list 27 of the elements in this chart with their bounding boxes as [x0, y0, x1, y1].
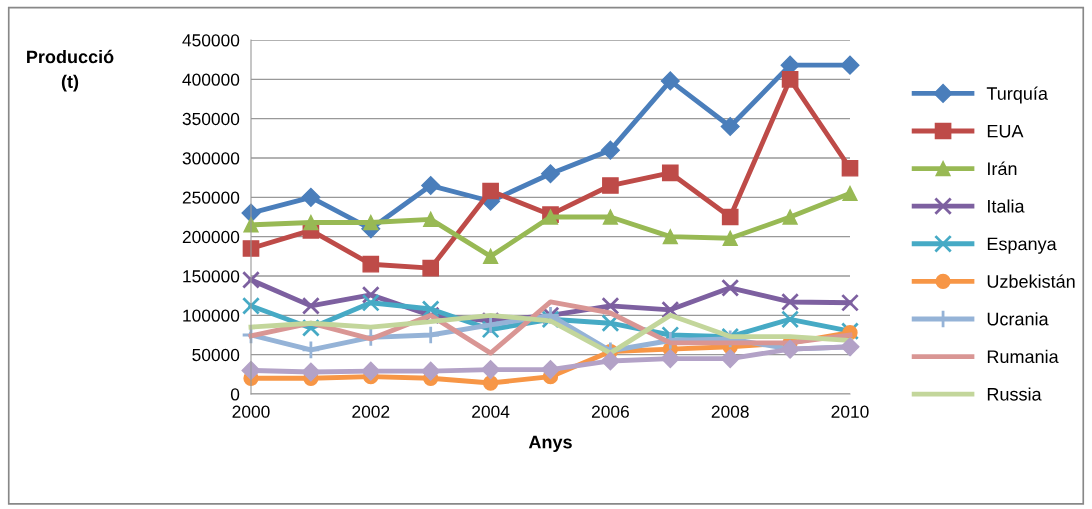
- y-tick-label: 350000: [182, 112, 240, 126]
- x-tick-label: 2010: [831, 405, 869, 418]
- y-tick-label: 300000: [182, 152, 240, 165]
- legend-label: Ucrania: [987, 312, 1049, 326]
- y-tick-label: 250000: [182, 191, 240, 204]
- legend-label: EUA: [987, 124, 1024, 138]
- y-tick-label: 150000: [183, 270, 240, 283]
- y-tick-label: 200000: [182, 230, 240, 244]
- legend-label: Uzbekistán: [987, 274, 1075, 288]
- legend-label: Rumania: [987, 349, 1059, 364]
- legend-label: Turquía: [986, 86, 1048, 104]
- x-tick-label: 2004: [472, 405, 510, 418]
- y-axis-title: Producció (t): [27, 49, 114, 92]
- legend-label: Italia: [988, 199, 1025, 213]
- x-tick-label: 2000: [232, 405, 270, 418]
- y-tick-label: 0: [230, 388, 240, 401]
- legend-label: Russia: [987, 387, 1042, 401]
- y-tick-label: 100000: [183, 309, 240, 322]
- x-tick-label: 2008: [711, 405, 749, 418]
- x-tick-label: 2006: [591, 405, 629, 418]
- y-tick-label: 400000: [182, 73, 240, 86]
- y-tick-label: 50000: [192, 348, 240, 362]
- x-axis-title: Anys: [528, 435, 572, 453]
- x-tick-label: 2002: [352, 405, 390, 418]
- legend-label: Irán: [988, 161, 1017, 176]
- legend-label: Espanya: [987, 237, 1057, 254]
- y-tick-label: 450000: [182, 34, 240, 47]
